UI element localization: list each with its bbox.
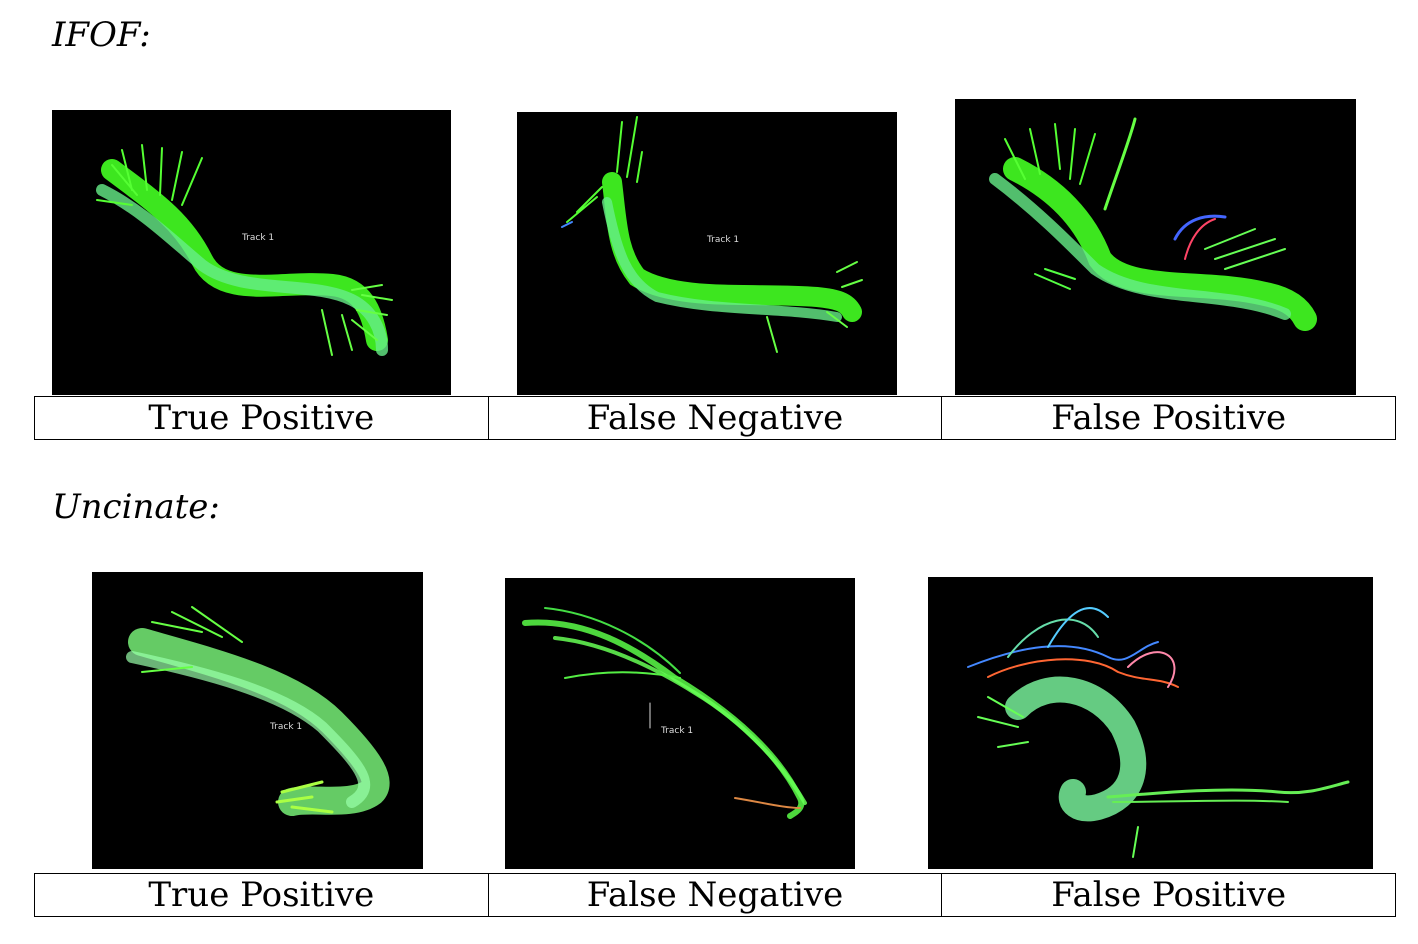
label-false-negative: False Negative bbox=[489, 397, 943, 439]
ifof-false-positive-image bbox=[955, 99, 1356, 395]
label-true-positive: True Positive bbox=[35, 874, 489, 916]
section-heading-uncinate: Uncinate: bbox=[52, 487, 220, 527]
uncinate-false-positive-image bbox=[928, 577, 1373, 869]
ifof-false-negative-image: Track 1 bbox=[517, 112, 897, 395]
track-label: Track 1 bbox=[269, 722, 302, 732]
label-false-negative: False Negative bbox=[489, 874, 943, 916]
section-heading-ifof: IFOF: bbox=[52, 15, 151, 55]
track-label: Track 1 bbox=[241, 233, 274, 243]
label-false-positive: False Positive bbox=[1051, 398, 1287, 438]
ifof-label-table: True Positive False Negative False Posit… bbox=[34, 396, 1396, 440]
label-true-positive: True Positive bbox=[35, 397, 489, 439]
uncinate-false-negative-image: Track 1 bbox=[505, 578, 855, 869]
label-false-positive: False Positive bbox=[1051, 875, 1287, 915]
track-label: Track 1 bbox=[660, 726, 693, 736]
ifof-true-positive-image: Track 1 bbox=[52, 110, 451, 395]
track-label: Track 1 bbox=[706, 235, 739, 245]
uncinate-label-table: True Positive False Negative False Posit… bbox=[34, 873, 1396, 917]
uncinate-true-positive-image: Track 1 bbox=[92, 572, 423, 869]
